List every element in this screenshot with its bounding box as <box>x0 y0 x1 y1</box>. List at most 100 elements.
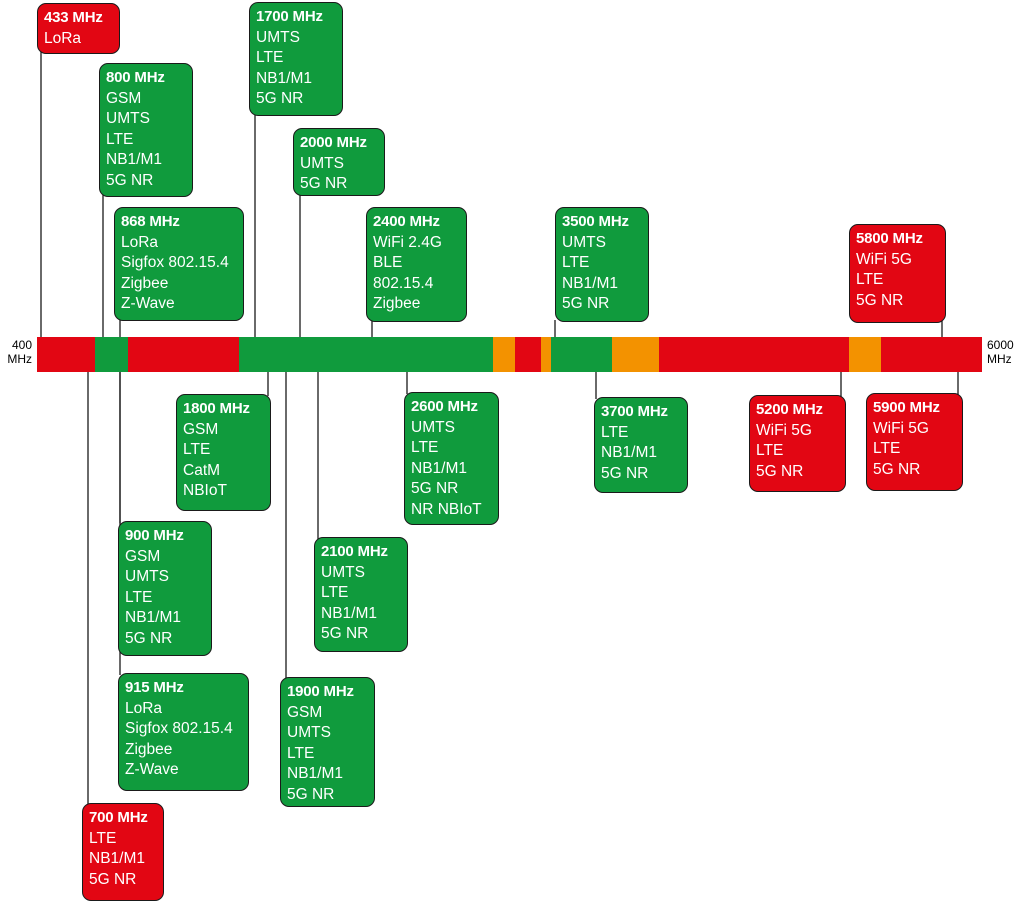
band-box-2600: 2600 MHz UMTS LTE NB1/M1 5G NR NR NBIoT <box>404 392 499 525</box>
band-frequency-label: 2100 MHz <box>321 543 388 560</box>
band-box-433: 433 MHz LoRa <box>37 3 120 54</box>
band-technology-label: GSM <box>183 420 219 438</box>
band-technology-label: LTE <box>183 441 211 458</box>
band-box-2400: 2400 MHz WiFi 2.4G BLE 802.15.4 Zigbee <box>366 207 467 322</box>
band-box-700: 700 MHz LTE NB1/M1 5G NR <box>82 803 164 901</box>
band-technology-label: NBIoT <box>183 482 227 499</box>
spectrum-segment-red <box>515 337 541 372</box>
band-box-2100: 2100 MHz UMTS LTE NB1/M1 5G NR <box>314 537 408 652</box>
band-technology-label: LoRa <box>125 699 163 717</box>
band-technology-label: UMTS <box>256 28 300 46</box>
axis-min-unit: MHz <box>7 352 32 366</box>
band-technology-label: Zigbee <box>121 274 169 292</box>
band-technology-label: NB1/M1 <box>411 459 467 477</box>
spectrum-segment-red <box>37 337 95 372</box>
band-technology-label: WiFi 2.4G <box>373 233 442 251</box>
band-frequency-label: 3500 MHz <box>562 213 629 230</box>
band-technology-label: 5G NR <box>411 480 459 497</box>
spectrum-segment-green <box>551 337 612 372</box>
band-technology-label: LTE <box>856 271 884 288</box>
band-box-5200: 5200 MHz WiFi 5G LTE 5G NR <box>749 395 846 492</box>
spectrum-segment-green <box>95 337 128 372</box>
band-technology-label: LTE <box>106 130 134 148</box>
band-technology-label: 5G NR <box>321 625 369 642</box>
band-technology-label: 5G NR <box>756 462 804 480</box>
band-technology-label: Z-Wave <box>125 761 179 778</box>
band-technology-label: NB1/M1 <box>562 274 618 292</box>
spectrum-segment-orange <box>849 337 881 372</box>
spectrum-segment-red <box>659 337 849 372</box>
band-technology-label: NB1/M1 <box>256 69 312 87</box>
spectrum-segment-red <box>128 337 239 372</box>
axis-max-label: 6000 MHz <box>987 338 1021 366</box>
band-technology-label: NR NBIoT <box>411 500 482 518</box>
band-technology-label: UMTS <box>125 568 169 585</box>
axis-min-value: 400 <box>11 338 32 352</box>
band-technology-label: WiFi 5G <box>856 250 912 268</box>
band-frequency-label: 2600 MHz <box>411 398 478 415</box>
band-technology-label: UMTS <box>411 418 455 436</box>
band-technology-label: LTE <box>321 584 349 601</box>
band-technology-label: UMTS <box>106 110 150 127</box>
band-technology-label: NB1/M1 <box>106 151 162 168</box>
band-frequency-label: 2000 MHz <box>300 134 367 151</box>
band-technology-label: LoRa <box>44 29 82 47</box>
band-frequency-label: 800 MHz <box>106 69 165 86</box>
spectrum-segment-orange <box>612 337 659 372</box>
band-technology-label: Sigfox 802.15.4 <box>125 720 233 737</box>
band-frequency-label: 700 MHz <box>89 809 148 826</box>
band-technology-label: 5G NR <box>256 90 304 107</box>
band-technology-label: 5G NR <box>856 291 904 309</box>
band-technology-label: 5G NR <box>562 295 610 312</box>
band-technology-label: LTE <box>562 254 590 271</box>
band-technology-label: UMTS <box>300 154 344 172</box>
band-frequency-label: 915 MHz <box>125 679 184 696</box>
spectrum-segment-green <box>239 337 493 372</box>
band-technology-label: Sigfox 802.15.4 <box>121 254 229 271</box>
band-box-5900: 5900 MHz WiFi 5G LTE 5G NR <box>866 393 963 491</box>
band-technology-label: UMTS <box>321 563 365 581</box>
band-frequency-label: 5800 MHz <box>856 230 923 247</box>
band-technology-label: LTE <box>756 442 784 459</box>
band-box-3500: 3500 MHz UMTS LTE NB1/M1 5G NR <box>555 207 649 322</box>
band-frequency-label: 5900 MHz <box>873 399 940 416</box>
band-technology-label: LTE <box>287 744 315 762</box>
band-frequency-label: 1900 MHz <box>287 683 354 700</box>
band-box-800: 800 MHz GSM UMTS LTE NB1/M1 5G NR <box>99 63 193 197</box>
band-frequency-label: 1700 MHz <box>256 8 323 25</box>
band-technology-label: UMTS <box>562 233 606 251</box>
band-technology-label: GSM <box>106 89 142 107</box>
band-technology-label: 5G NR <box>873 460 921 478</box>
band-technology-label: 5G NR <box>89 870 137 888</box>
band-technology-label: Z-Wave <box>121 295 175 312</box>
band-technology-label: NB1/M1 <box>89 850 145 867</box>
band-technology-label: LTE <box>125 588 153 606</box>
band-technology-label: GSM <box>287 703 323 721</box>
band-technology-label: LTE <box>256 49 284 66</box>
axis-max-value: 6000 <box>987 338 1014 352</box>
band-box-868: 868 MHz LoRa Sigfox 802.15.4 Zigbee Z-Wave <box>114 207 244 321</box>
band-technology-label: 5G NR <box>287 785 335 803</box>
band-technology-label: LTE <box>89 829 117 847</box>
band-technology-label: LTE <box>873 440 901 457</box>
band-technology-label: 5G NR <box>300 175 348 192</box>
band-technology-label: 5G NR <box>601 464 649 482</box>
band-box-1800: 1800 MHz GSM LTE CatM NBIoT <box>176 394 271 511</box>
axis-max-unit: MHz <box>987 352 1012 366</box>
band-technology-label: 802.15.4 <box>373 274 434 292</box>
band-technology-label: UMTS <box>287 724 331 741</box>
band-technology-label: WiFi 5G <box>756 421 812 439</box>
axis-min-label: 400 MHz <box>2 338 32 366</box>
band-box-2000: 2000 MHz UMTS 5G NR <box>293 128 385 196</box>
band-frequency-label: 5200 MHz <box>756 401 823 418</box>
band-box-3700: 3700 MHz LTE NB1/M1 5G NR <box>594 397 688 493</box>
band-technology-label: LTE <box>411 439 439 456</box>
band-frequency-label: 900 MHz <box>125 527 184 544</box>
band-box-1900: 1900 MHz GSM UMTS LTE NB1/M1 5G NR <box>280 677 375 807</box>
band-technology-label: Zigbee <box>125 740 173 758</box>
band-box-5800: 5800 MHz WiFi 5G LTE 5G NR <box>849 224 946 323</box>
band-technology-label: NB1/M1 <box>321 604 377 622</box>
band-technology-label: WiFi 5G <box>873 419 929 437</box>
